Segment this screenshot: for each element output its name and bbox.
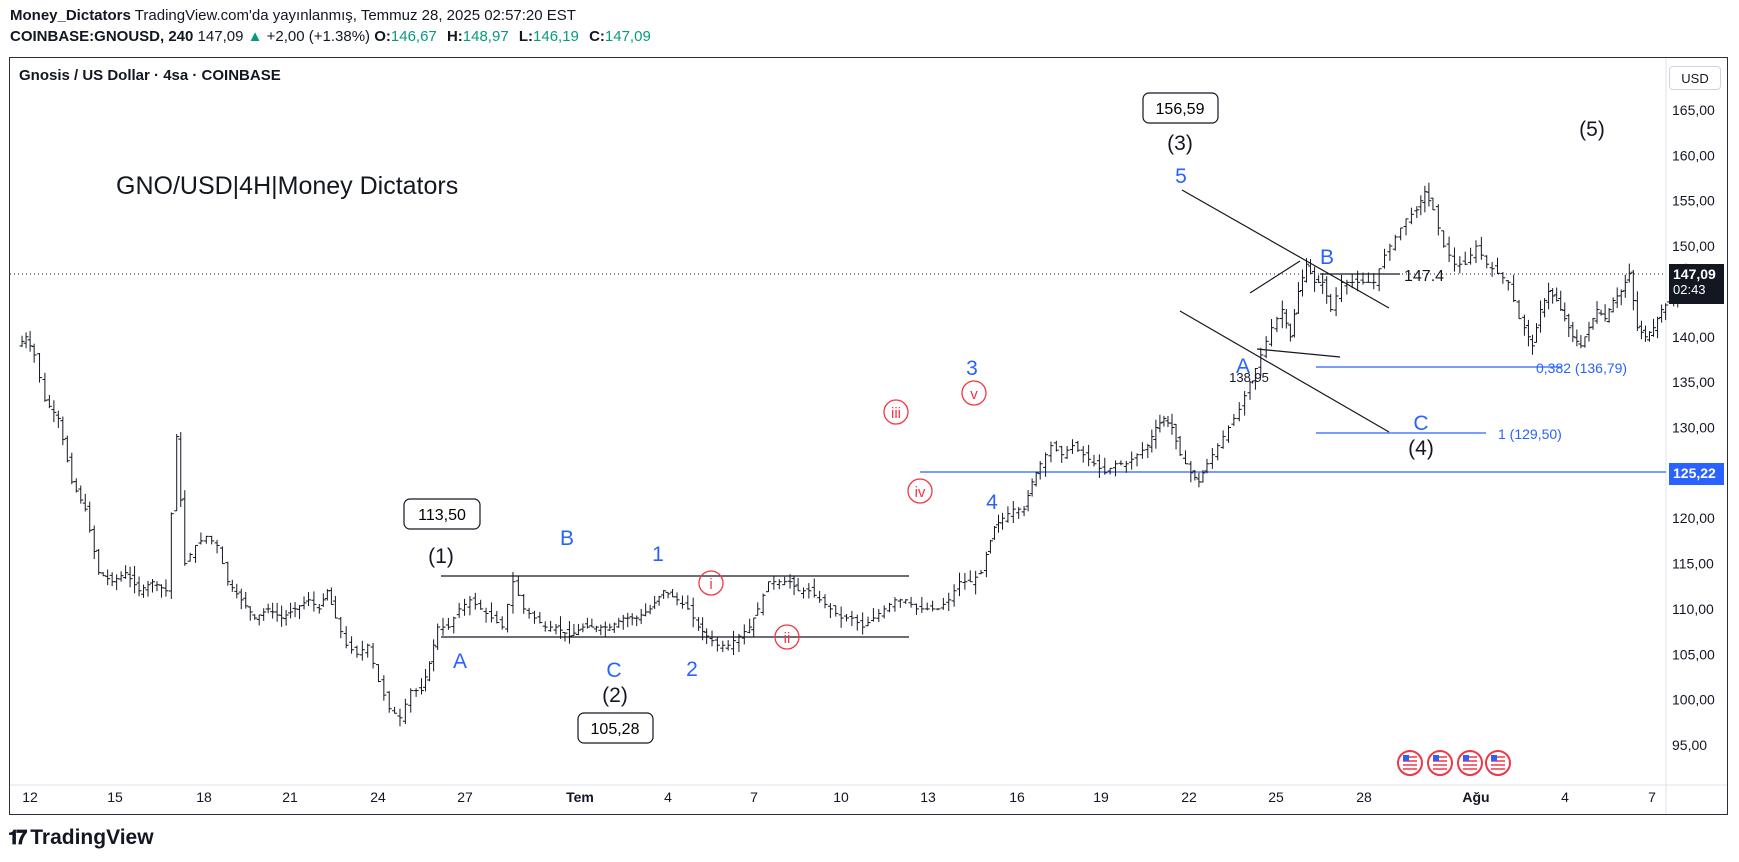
high-value: 148,97 [462,28,509,45]
currency-button[interactable]: USD [1669,66,1721,90]
level-price-tag: 125,22 [1669,463,1724,485]
open-value: 146,67 [390,28,437,45]
tradingview-logo-icon: 𝟏𝟕 [8,826,27,849]
price-change: +2,00 (+1.38%) [266,28,371,45]
close-label: C: [589,28,605,45]
bar-countdown: 02:43 [1673,282,1706,297]
open-label: O: [374,28,391,45]
high-label: H: [446,28,463,45]
last-price-tag: 147,09 02:43 [1669,264,1724,304]
last-price: 147,09 [197,28,244,45]
instrument-title[interactable]: Gnosis / US Dollar · 4sa · COINBASE [19,67,281,84]
change-arrow-icon: ▲ [247,28,263,45]
brand-name: TradingView [30,826,154,849]
chart-frame [9,57,1728,815]
low-value: 146,19 [533,28,579,45]
low-label: L: [518,28,534,45]
author-name[interactable]: Money_Dictators [10,7,131,24]
publication-info: Money_Dictators TradingView.com'da yayın… [10,7,576,24]
close-value: 147,09 [604,28,651,45]
last-price-value: 147,09 [1673,266,1716,282]
symbol-ohlc-line: COINBASE:GNOUSD, 240 147,09 ▲ +2,00 (+1.… [10,28,657,45]
published-date: TradingView.com'da yayınlanmış, Temmuz 2… [134,7,576,24]
symbol-interval[interactable]: COINBASE:GNOUSD, 240 [10,28,194,45]
tradingview-footer[interactable]: 𝟏𝟕 TradingView [8,826,154,850]
